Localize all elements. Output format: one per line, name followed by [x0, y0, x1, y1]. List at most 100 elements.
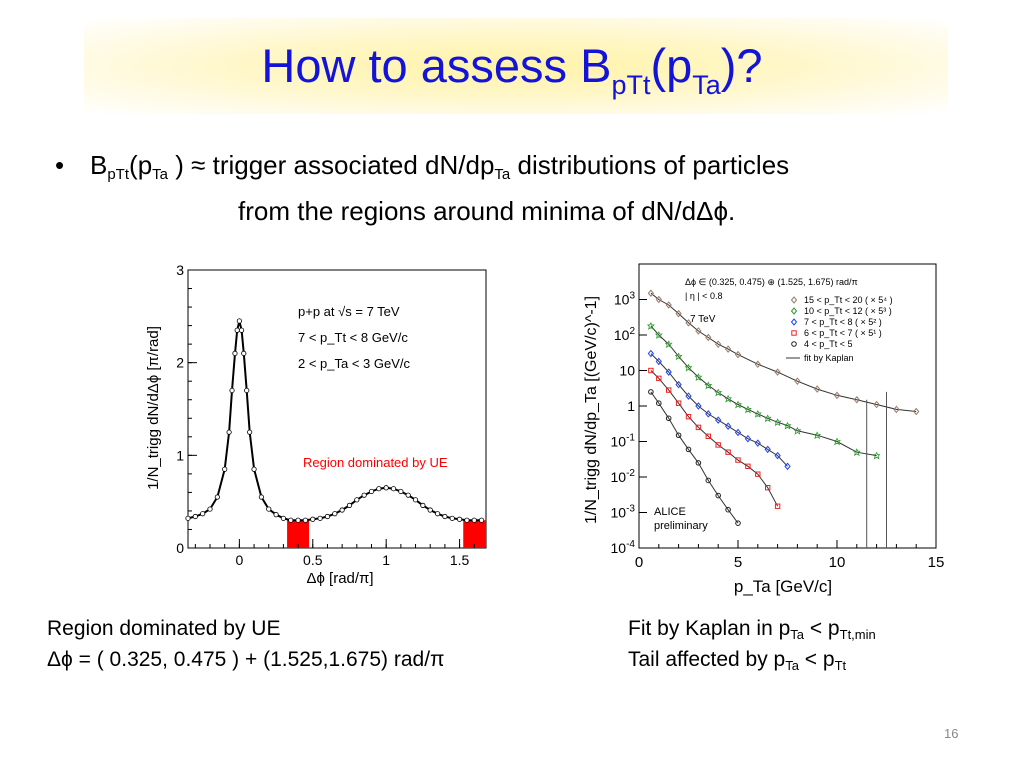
data-point	[226, 429, 232, 435]
data-point	[913, 407, 920, 416]
legend-marker	[790, 318, 798, 326]
page-number: 16	[944, 726, 959, 741]
data-point	[893, 405, 900, 414]
data-point	[238, 327, 245, 333]
data-point	[695, 460, 702, 466]
data-point	[232, 350, 238, 357]
data-point	[744, 434, 752, 443]
data-point	[715, 340, 722, 348]
data-point	[207, 506, 213, 512]
data-point	[833, 437, 841, 446]
data-point	[744, 405, 752, 414]
data-point	[695, 327, 702, 335]
data-point	[251, 466, 257, 472]
data-point	[734, 428, 742, 437]
data-point	[654, 331, 663, 339]
x-tick-label: 10	[829, 554, 846, 571]
y-tick-label: 10-2	[611, 468, 636, 485]
data-point	[295, 517, 301, 523]
data-point	[648, 367, 654, 374]
data-point	[724, 394, 732, 403]
x-axis-label: p_Ta [GeV/c]	[734, 577, 832, 596]
data-point	[873, 400, 880, 409]
data-point	[705, 410, 712, 418]
ue-region-1	[287, 520, 310, 548]
data-point	[675, 380, 682, 389]
data-point	[420, 502, 426, 508]
data-point	[685, 413, 692, 420]
data-point	[734, 400, 742, 409]
data-point	[674, 352, 683, 361]
data-point	[244, 387, 250, 394]
data-point	[664, 340, 673, 349]
x-axis-label: Δϕ [rad/π]	[306, 570, 373, 587]
data-point	[442, 513, 448, 520]
data-point	[774, 451, 781, 460]
data-point	[694, 373, 703, 382]
data-point	[755, 471, 761, 477]
title-band	[84, 18, 948, 114]
legend-marker	[791, 330, 797, 336]
legend-entry: 7 < p_Tt < 8 ( × 5² )	[804, 317, 882, 327]
bullet-marker: •	[55, 150, 65, 180]
data-point	[655, 357, 662, 366]
data-point	[471, 517, 477, 523]
data-point	[715, 442, 721, 448]
y-tick-label: 1	[176, 447, 184, 463]
data-point	[456, 516, 463, 522]
data-point	[354, 497, 360, 503]
energy-label: 7 TeV	[690, 314, 716, 325]
data-point	[185, 515, 191, 521]
data-point	[302, 517, 309, 523]
data-point	[339, 507, 345, 513]
data-point	[764, 445, 771, 454]
data-point	[200, 511, 206, 517]
bullet-line-1: BpTt(pTa ) ≈ trigger associated dN/dpTa …	[90, 150, 790, 183]
data-point	[449, 515, 455, 521]
legend-ptt-range: 7 < p_Tt < 8 GeV/c	[298, 330, 408, 345]
data-point	[853, 395, 860, 404]
data-point	[774, 368, 781, 376]
data-point	[783, 421, 792, 430]
legend-marker	[790, 307, 798, 315]
data-point	[258, 494, 264, 500]
data-point	[724, 422, 732, 430]
right-caption-line-2: Tail affected by pTa < pTt	[628, 648, 847, 673]
data-point	[695, 402, 702, 410]
y-tick-label: 10-1	[611, 433, 636, 450]
data-point	[675, 309, 682, 318]
legend-header-eta: | η | < 0.8	[685, 291, 722, 301]
data-point	[745, 463, 751, 470]
data-point	[229, 387, 235, 394]
data-point	[666, 387, 672, 393]
y-axis-label: 1/N_trigg dN/dp_Ta [(GeV/c)^-1]	[583, 296, 600, 524]
data-point	[665, 368, 672, 376]
data-point	[412, 497, 419, 503]
data-point	[222, 466, 228, 472]
data-point	[214, 494, 220, 500]
data-point	[646, 322, 655, 330]
data-point	[434, 511, 441, 517]
slide-title: How to assess BpTt(pTa)?	[261, 39, 763, 100]
data-point	[332, 511, 338, 517]
data-point	[656, 375, 662, 382]
data-point	[324, 513, 331, 520]
data-point	[704, 381, 713, 390]
plot-frame	[187, 269, 487, 549]
y-tick-label: 10	[619, 363, 635, 379]
data-point	[234, 327, 240, 333]
data-point	[725, 449, 731, 455]
data-point	[773, 418, 782, 427]
data-point	[685, 446, 692, 453]
fit-line-1	[650, 292, 917, 412]
x-tick-label: 1.5	[450, 552, 470, 568]
fit-line-5	[650, 391, 739, 524]
data-point	[705, 477, 712, 484]
fit-line-3	[650, 353, 788, 467]
left-caption-line-1: Region dominated by UE	[47, 617, 281, 640]
data-point	[774, 503, 781, 509]
data-point	[715, 416, 722, 424]
azimuthal-correlation-chart: 0 0.5 1 1.5 0 1 2 3 p+p at √s = 7 TeV 7 < p_Tt …	[145, 262, 487, 587]
data-point	[684, 363, 693, 372]
data-point	[405, 492, 411, 498]
